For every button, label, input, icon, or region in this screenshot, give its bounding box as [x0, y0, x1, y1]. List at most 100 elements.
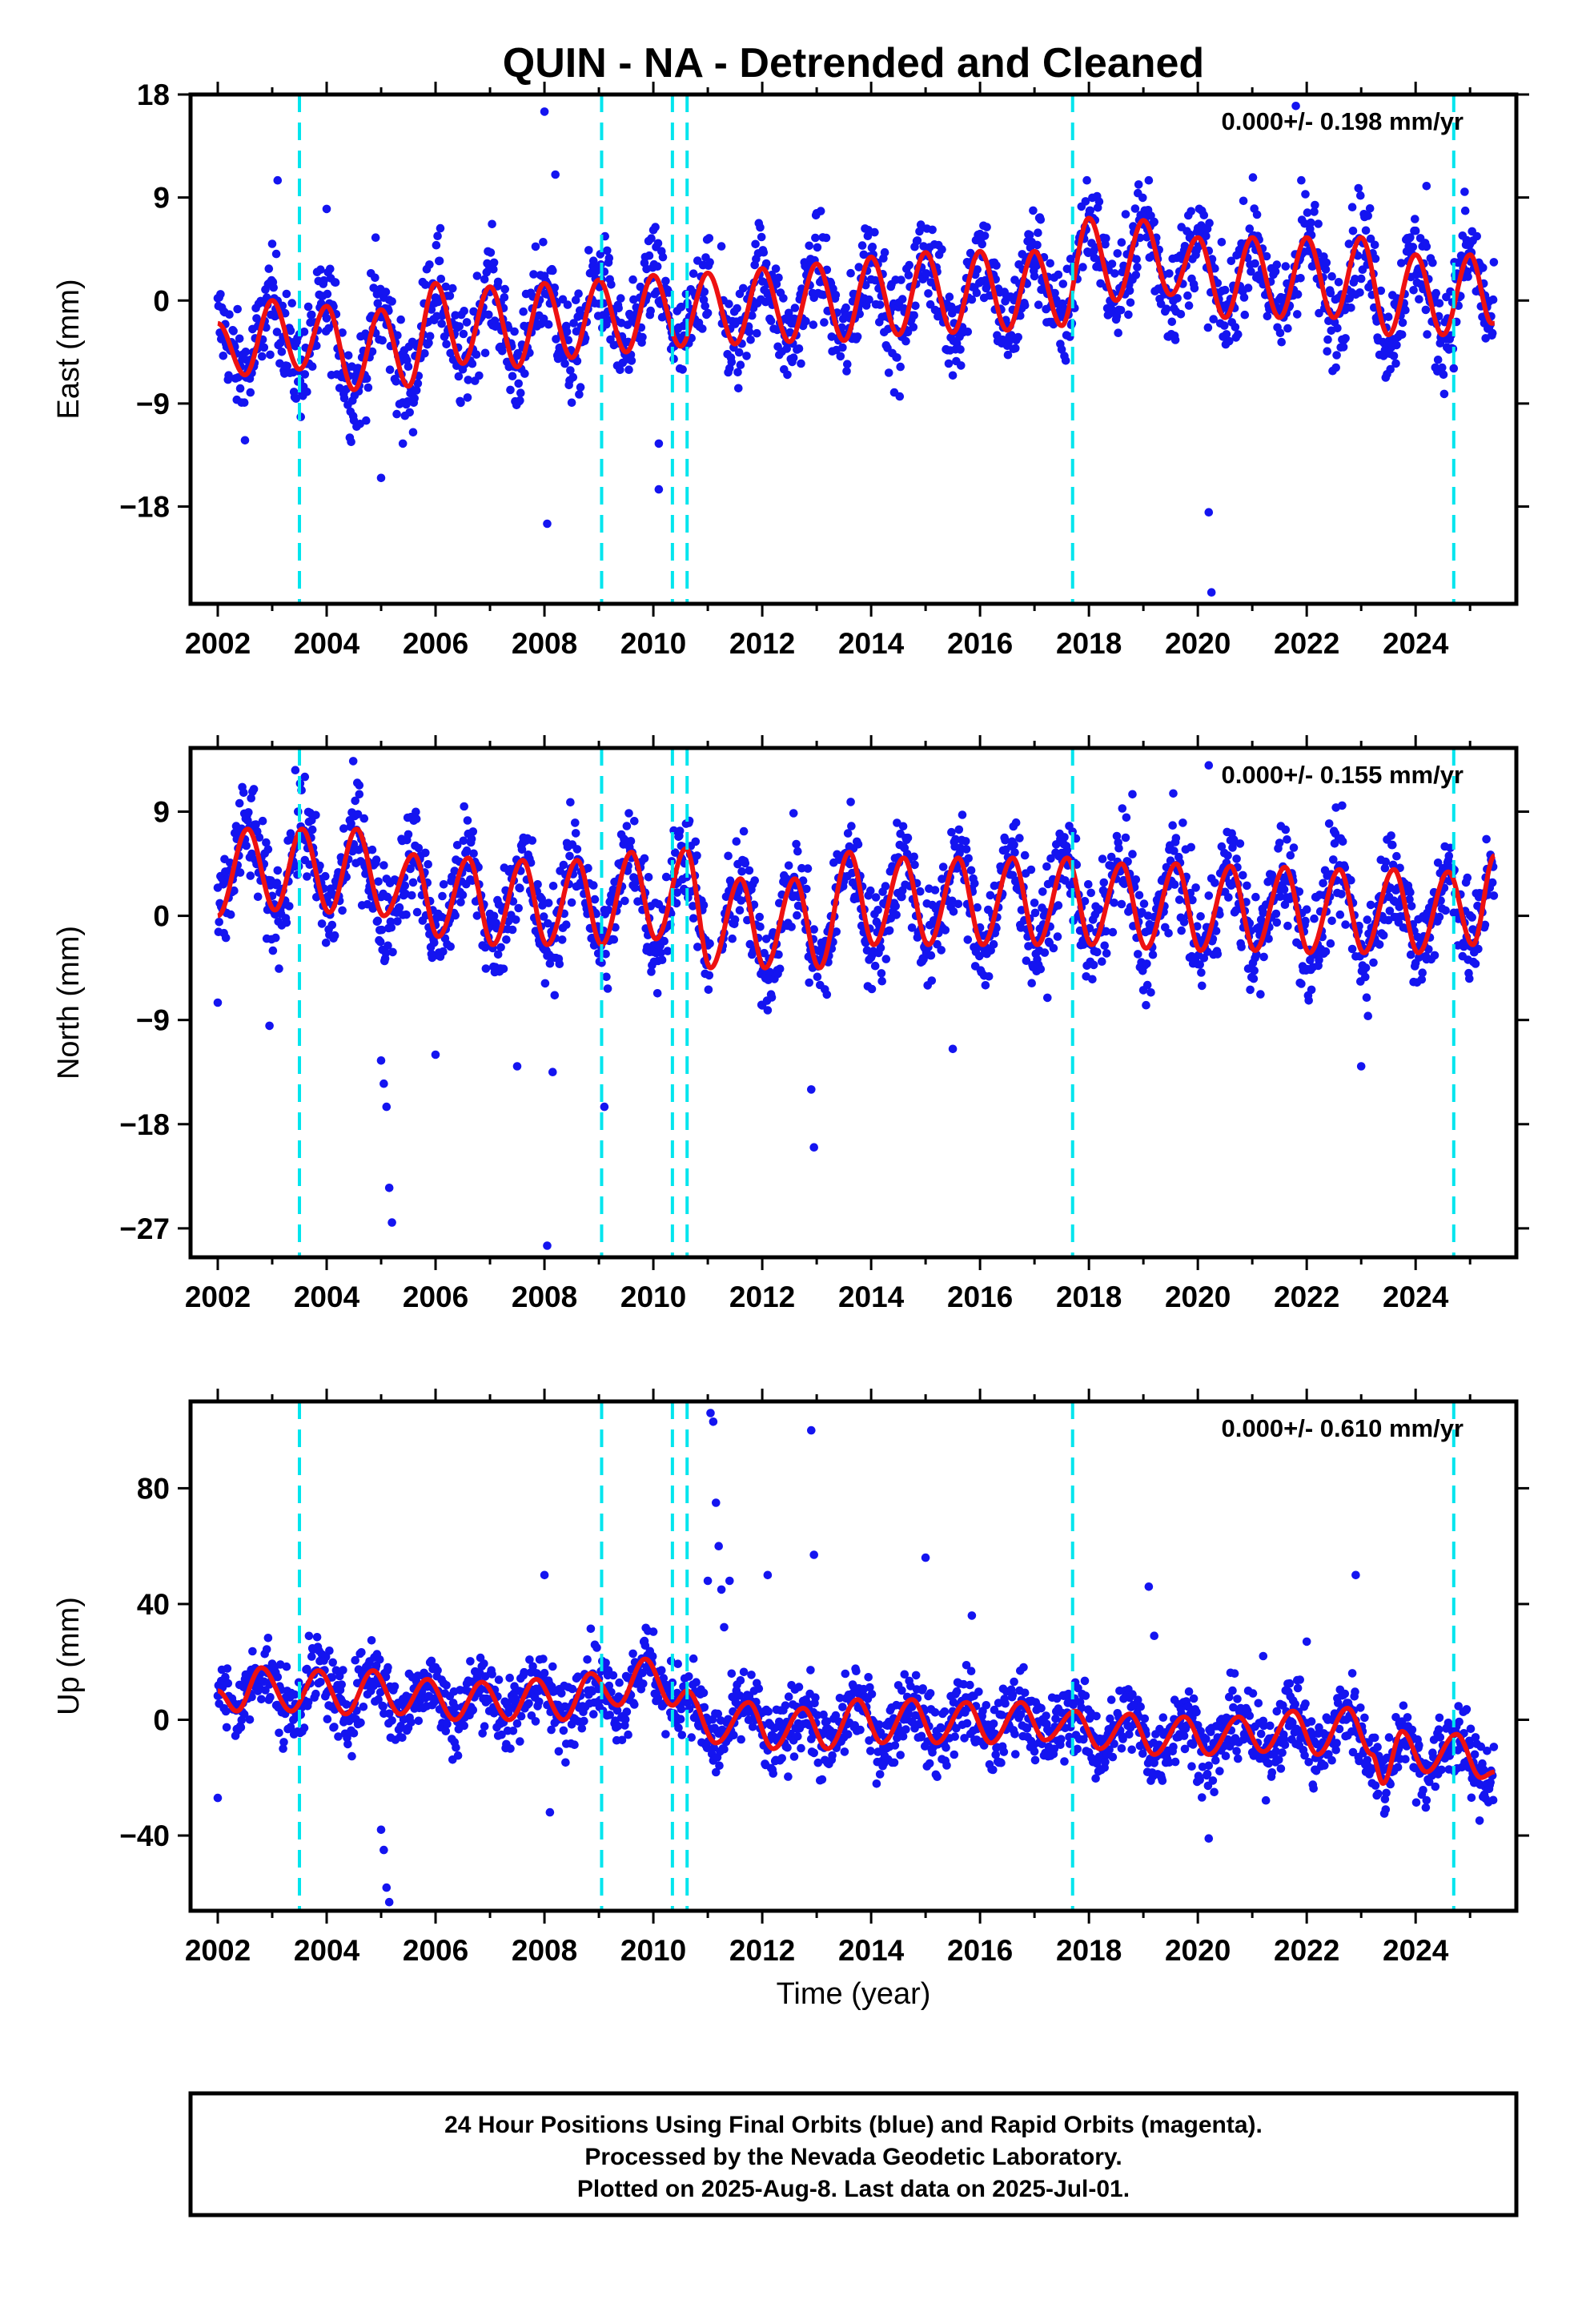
data-point [528, 836, 537, 845]
data-point [253, 892, 263, 902]
data-point [628, 1649, 637, 1659]
data-point [393, 331, 402, 340]
data-point [885, 926, 894, 935]
data-point [1482, 834, 1491, 844]
data-point [1250, 966, 1259, 975]
data-point [356, 1718, 365, 1727]
data-point [793, 846, 802, 856]
data-point [705, 939, 714, 948]
data-point [326, 264, 335, 274]
data-point [343, 351, 353, 360]
outlier-point [387, 1218, 396, 1227]
data-point [1043, 993, 1052, 1003]
data-point [805, 978, 813, 987]
data-point [1142, 959, 1151, 968]
data-point [638, 332, 647, 342]
data-point [948, 371, 958, 380]
data-point [1211, 263, 1219, 273]
data-point [739, 826, 749, 836]
data-point [439, 947, 448, 956]
data-point [468, 827, 478, 836]
data-point [1351, 275, 1359, 283]
data-point [363, 383, 373, 392]
data-point [489, 258, 499, 267]
data-point [245, 1715, 255, 1724]
data-point [843, 360, 852, 369]
data-point [215, 918, 224, 927]
data-point [964, 854, 973, 863]
data-point [689, 914, 698, 923]
data-point [1122, 813, 1131, 822]
outlier-point [809, 1143, 818, 1152]
data-point [761, 259, 771, 268]
data-point [469, 307, 478, 316]
data-point [962, 845, 971, 854]
data-point [307, 362, 317, 372]
data-point [1363, 211, 1372, 220]
data-point [1366, 234, 1375, 243]
data-point [838, 1703, 847, 1711]
data-point [451, 911, 460, 920]
data-point [540, 1668, 549, 1678]
outlier-point [376, 473, 386, 483]
data-point [434, 297, 443, 307]
data-point [243, 816, 252, 825]
data-point [387, 297, 396, 306]
data-point [1034, 228, 1042, 238]
data-point [544, 899, 553, 907]
data-point [766, 316, 776, 326]
data-point [412, 907, 422, 917]
data-point [480, 1659, 488, 1668]
data-point [957, 361, 966, 370]
data-point [383, 941, 392, 951]
data-point [400, 881, 410, 891]
data-point [1237, 943, 1246, 951]
data-point [282, 918, 291, 927]
data-point [913, 236, 922, 245]
data-point [1386, 364, 1395, 374]
data-point [323, 1715, 332, 1723]
data-point [568, 372, 578, 382]
data-point [565, 851, 574, 861]
x-tick-label: 2016 [947, 627, 1013, 660]
data-point [622, 1707, 632, 1716]
data-point [355, 781, 364, 790]
data-point [1084, 880, 1093, 889]
data-point [1406, 233, 1415, 242]
data-point [1150, 217, 1158, 227]
data-point [1191, 883, 1200, 892]
data-point [1213, 950, 1223, 959]
outlier-point [379, 1079, 388, 1088]
data-point [1406, 888, 1415, 897]
data-point [303, 388, 311, 396]
data-point [626, 837, 636, 846]
data-point [792, 839, 801, 849]
data-point [1036, 215, 1046, 224]
data-point [359, 1703, 368, 1711]
data-point [557, 1689, 566, 1698]
data-point [727, 1669, 737, 1679]
data-point [516, 388, 525, 398]
data-point [272, 328, 282, 336]
data-point [257, 1695, 266, 1704]
data-point [867, 984, 877, 994]
data-point [640, 854, 649, 863]
data-point [1030, 899, 1039, 907]
data-point [828, 1751, 837, 1760]
data-point [1174, 895, 1184, 904]
data-point [757, 232, 766, 242]
outlier-point [543, 1241, 552, 1250]
data-point [736, 1676, 745, 1685]
outlier-point [1204, 508, 1214, 517]
data-point [267, 239, 277, 248]
data-point [1338, 837, 1347, 846]
data-point [322, 314, 331, 323]
data-point [554, 1747, 564, 1756]
data-point [373, 916, 383, 926]
north-panel: 2002 2004 2006 2008 2010 2012 2014 2016 2018 2020… [52, 735, 1529, 1313]
data-point [1460, 206, 1470, 215]
data-point [620, 896, 629, 906]
data-point [275, 964, 283, 973]
data-point [705, 258, 714, 267]
data-point [877, 969, 886, 978]
